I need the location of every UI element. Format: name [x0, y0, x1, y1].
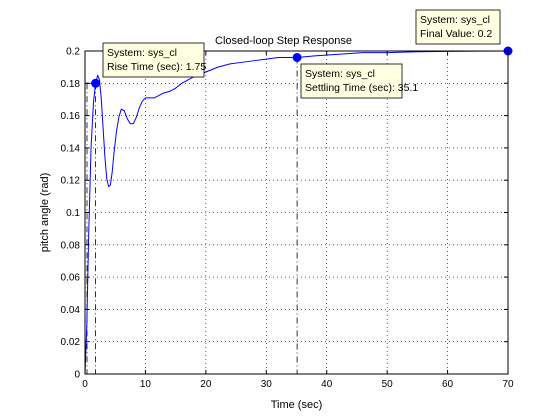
final-value-datatip-box: [415, 9, 501, 45]
y-tick-label: 0.16: [61, 111, 81, 122]
rise-time-marker[interactable]: [91, 78, 101, 88]
rise-time-datatip[interactable]: System: sys_cl Rise Time (sec): 1.75: [102, 42, 206, 78]
x-tick-labels: 0 10 20 30 40 50 60 70: [82, 379, 514, 390]
y-tick-label: 0.2: [66, 47, 80, 58]
settling-time-datatip-box: [300, 63, 403, 99]
final-value-datatip-value: Final Value: 0.2: [420, 28, 492, 40]
y-tick-label: 0.1: [66, 208, 80, 219]
final-value-datatip-system: System: sys_cl: [420, 14, 490, 26]
y-tick-label: 0.02: [61, 337, 81, 348]
x-tick-label: 70: [502, 379, 514, 390]
rise-time-datatip-system: System: sys_cl: [107, 47, 177, 59]
datatip-markers: [91, 46, 513, 88]
rise-time-datatip-box: [102, 42, 205, 78]
rise-time-datatip-value: Rise Time (sec): 1.75: [107, 61, 206, 73]
axes-background: [85, 51, 508, 374]
x-tick-label: 30: [261, 379, 273, 390]
x-tick-label: 40: [321, 379, 333, 390]
settling-time-datatip[interactable]: System: sys_cl Settling Time (sec): 35.1: [300, 63, 418, 99]
x-tick-label: 0: [82, 379, 88, 390]
x-axis-label: Time (sec): [271, 399, 323, 411]
grid-lines: [85, 51, 508, 374]
x-tick-label: 50: [382, 379, 394, 390]
y-tick-label: 0.04: [61, 305, 81, 316]
settling-time-datatip-system: System: sys_cl: [305, 68, 375, 80]
x-tick-label: 60: [442, 379, 454, 390]
y-tick-label: 0.06: [61, 273, 81, 284]
y-tick-labels: 0 0.02 0.04 0.06 0.08 0.1 0.12 0.14 0.16 0.18 0.2: [61, 47, 81, 381]
x-tick-label: 10: [140, 379, 152, 390]
y-tick-label: 0.14: [61, 143, 81, 154]
step-response-line[interactable]: [84, 50, 509, 375]
y-axis-label: pitch angle (rad): [39, 173, 51, 253]
y-tick-label: 0.18: [61, 79, 81, 90]
x-tick-label: 20: [200, 379, 212, 390]
chart-title: Closed-loop Step Response: [215, 35, 352, 47]
y-tick-label: 0.12: [61, 176, 81, 187]
settling-time-marker[interactable]: [292, 52, 302, 62]
final-value-datatip[interactable]: System: sys_cl Final Value: 0.2: [415, 9, 501, 45]
settling-time-datatip-value: Settling Time (sec): 35.1: [305, 82, 418, 94]
y-tick-label: 0: [74, 370, 80, 381]
y-tick-label: 0.08: [61, 240, 81, 251]
